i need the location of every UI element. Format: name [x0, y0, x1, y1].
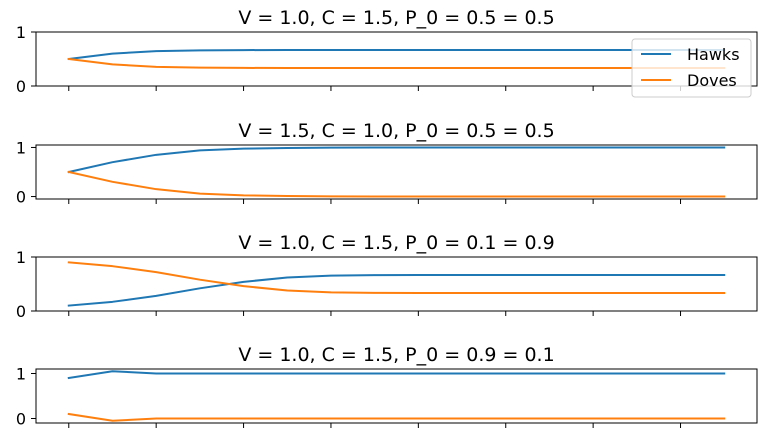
y-tick-label: 0	[16, 410, 26, 429]
y-tick-label: 1	[16, 365, 26, 384]
y-tick-label: 0	[16, 302, 26, 321]
y-tick-label: 0	[16, 188, 26, 207]
axes-frame	[35, 256, 758, 312]
doves-line	[67, 412, 726, 422]
hawks-line	[67, 370, 726, 380]
y-tick-label: 1	[16, 248, 26, 267]
subplot-title: V = 1.0, C = 1.5, P_0 = 0.5 = 0.5	[238, 7, 554, 29]
y-tick-label: 0	[16, 77, 26, 96]
subplot-1: V = 1.0, C = 1.5, P_0 = 0.5 = 0.5 0 1	[16, 7, 758, 96]
subplot-title: V = 1.0, C = 1.5, P_0 = 0.1 = 0.9	[238, 232, 554, 254]
legend-hawks-label: Hawks	[687, 45, 740, 64]
axes-frame	[35, 31, 758, 87]
doves-line	[67, 170, 726, 198]
subplot-2: V = 1.5, C = 1.0, P_0 = 0.5 = 0.5 0 1	[16, 120, 758, 207]
subplot-title: V = 1.5, C = 1.0, P_0 = 0.5 = 0.5	[238, 120, 554, 142]
hawks-line	[67, 48, 726, 61]
hawks-line	[67, 273, 726, 307]
doves-line	[67, 261, 726, 295]
y-tick-label: 1	[16, 138, 26, 157]
legend: Hawks Doves	[631, 38, 752, 98]
hawks-line	[67, 146, 726, 174]
doves-line	[67, 57, 726, 70]
subplot-title: V = 1.0, C = 1.5, P_0 = 0.9 = 0.1	[238, 344, 554, 366]
axes-frame	[35, 368, 758, 424]
legend-doves-label: Doves	[687, 71, 737, 90]
axes-frame	[35, 144, 758, 200]
y-tick-label: 1	[16, 23, 26, 42]
subplot-4: V = 1.0, C = 1.5, P_0 = 0.9 = 0.1 0 1	[16, 344, 758, 429]
subplot-3: V = 1.0, C = 1.5, P_0 = 0.1 = 0.9 0 1	[16, 232, 758, 321]
